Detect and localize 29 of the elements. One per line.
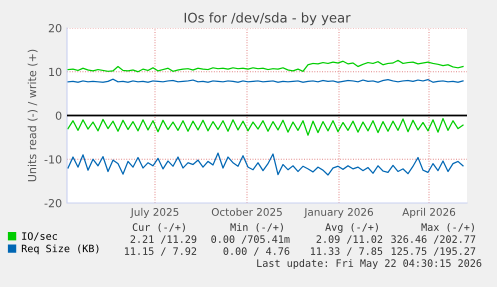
x-tick-label: January 2026 xyxy=(304,208,373,218)
legend-label: Req Size (KB) xyxy=(22,244,98,254)
text: 125.75 /195.27 xyxy=(392,247,476,256)
y-axis-title: Units read (-) / write (+) xyxy=(28,50,38,182)
text: 2.21 /11.29 xyxy=(130,235,196,244)
text: Min (-/+) xyxy=(230,223,283,232)
line-series xyxy=(67,60,464,72)
text: Last update: Fri May 22 04:30:15 2026 xyxy=(257,259,482,269)
legend-label: IO/sec xyxy=(22,232,57,241)
x-tick-label: July 2025 xyxy=(130,208,178,218)
x-tick-label: April 2026 xyxy=(402,208,456,218)
chart-title: IOs for /dev/sda - by year xyxy=(184,12,351,26)
text: Cur (-/+) xyxy=(132,223,185,232)
text: 326.46 /202.77 xyxy=(391,235,476,244)
text: 2.09 /11.02 xyxy=(316,235,382,244)
line-series xyxy=(67,152,464,176)
text: 0.00 /705.41m xyxy=(211,235,290,244)
text: 11.33 / 7.85 xyxy=(310,247,382,256)
y-tick-label: 10 xyxy=(49,68,62,76)
text: 0.00 / 4.76 xyxy=(224,247,290,256)
line-series xyxy=(67,118,464,136)
x-tick-label: October 2025 xyxy=(212,208,282,216)
text: 11.15 / 7.92 xyxy=(124,247,196,256)
y-tick-label: 0 xyxy=(56,111,62,120)
y-tick-label: -20 xyxy=(44,198,62,208)
y-tick-label: -10 xyxy=(44,155,62,164)
text: Avg (-/+) xyxy=(325,223,378,233)
text: Max (-/+) xyxy=(421,223,474,232)
y-tick-label: 20 xyxy=(48,24,62,32)
